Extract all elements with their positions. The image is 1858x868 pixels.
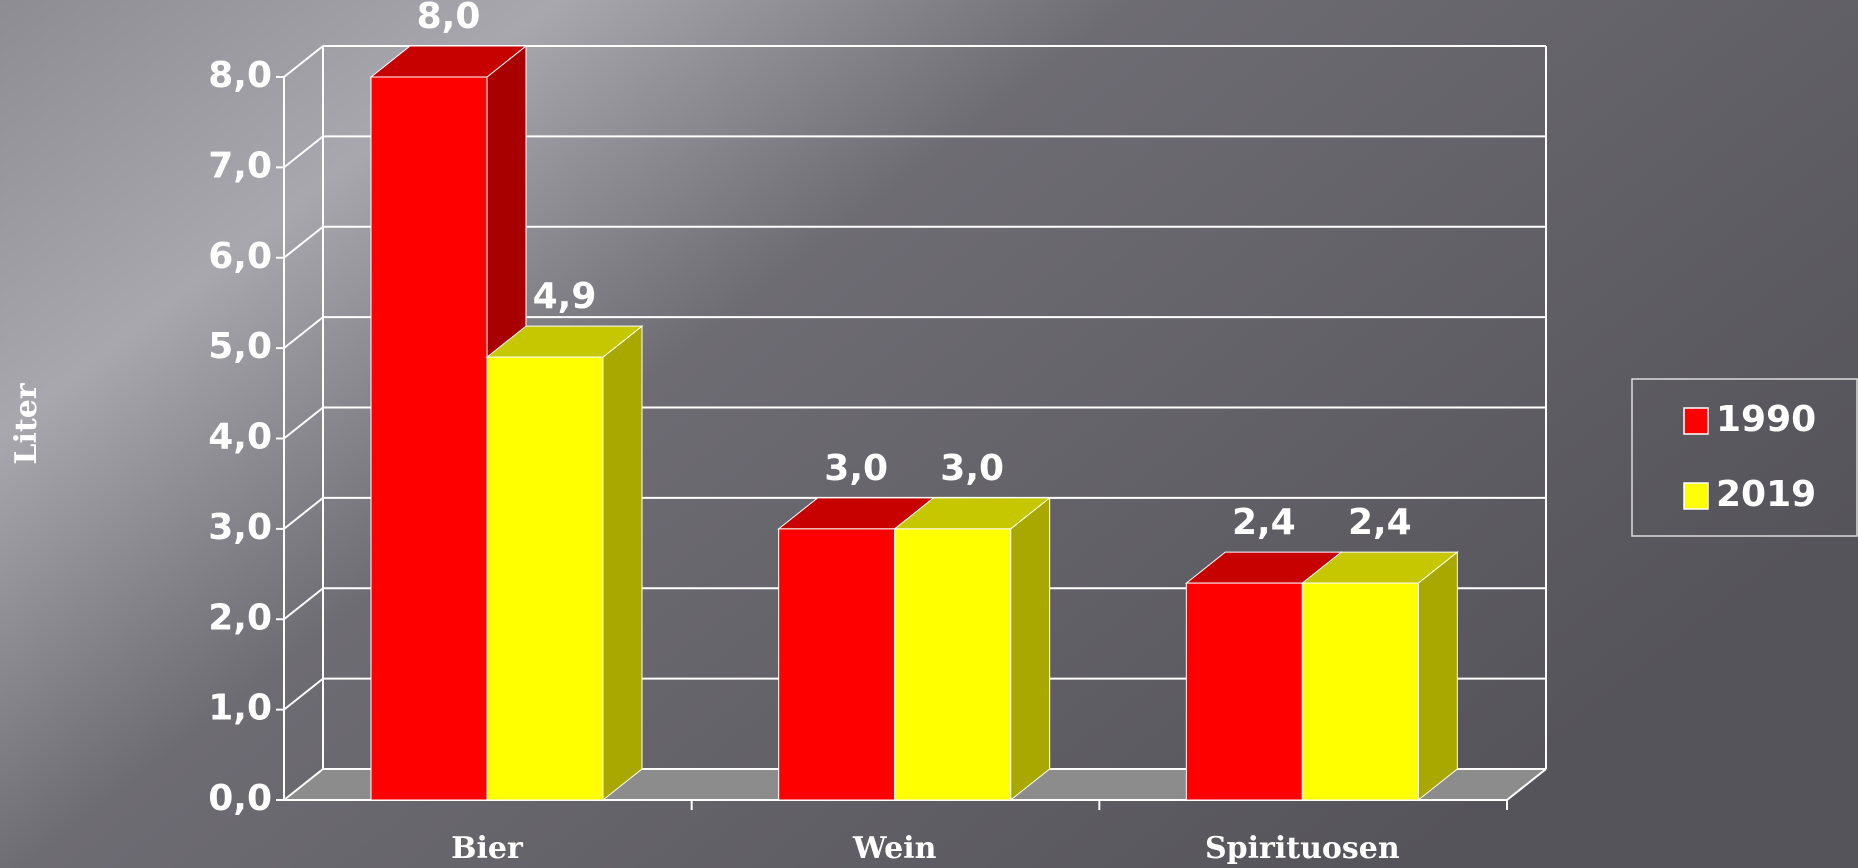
grid-line-side [283, 406, 324, 440]
value-label: 3,0 [824, 448, 888, 489]
grid-line-side [283, 497, 324, 530]
bar-side [602, 325, 643, 802]
bar [1185, 582, 1303, 801]
y-tick-label: 3,0 [208, 507, 272, 548]
y-tick-label: 0,0 [208, 778, 272, 819]
y-tick-label: 8,0 [208, 55, 272, 96]
grid-line-side [283, 45, 324, 78]
y-axis-label: Liter [9, 382, 44, 464]
legend-swatch [1683, 482, 1709, 510]
bar [1301, 582, 1419, 801]
legend-box [1631, 378, 1858, 537]
value-label: 4,9 [533, 276, 597, 317]
bar [778, 528, 896, 801]
grid-line-side [283, 677, 324, 711]
value-label: 8,0 [417, 0, 481, 37]
value-label: 3,0 [940, 448, 1004, 489]
y-tick-label: 5,0 [208, 326, 272, 367]
value-label: 2,4 [1232, 502, 1296, 543]
y-tick-label: 1,0 [208, 688, 272, 729]
y-tick-label: 2,0 [208, 597, 272, 638]
floor-edge [1506, 768, 1547, 801]
grid-line-side [283, 225, 324, 259]
y-tick-label: 7,0 [208, 145, 272, 186]
grid-line-side [283, 768, 324, 801]
value-label: 2,4 [1348, 502, 1412, 543]
bar [894, 528, 1012, 801]
grid-line-side [283, 135, 324, 169]
grid-line-side [283, 587, 324, 621]
bar [486, 356, 604, 801]
x-tick-label: Spirituosen [1205, 831, 1400, 866]
y-tick-label: 6,0 [208, 236, 272, 277]
y-tick-label: 4,0 [208, 417, 272, 458]
legend-label: 2019 [1716, 474, 1816, 515]
x-tick-label: Bier [451, 831, 524, 866]
bar-side [1417, 551, 1458, 802]
x-tick-label: Wein [852, 831, 937, 866]
grid-line-side [283, 316, 324, 349]
legend-label: 1990 [1716, 399, 1816, 440]
bar-side [1010, 496, 1051, 802]
legend-swatch [1683, 407, 1709, 435]
bar [370, 76, 488, 801]
